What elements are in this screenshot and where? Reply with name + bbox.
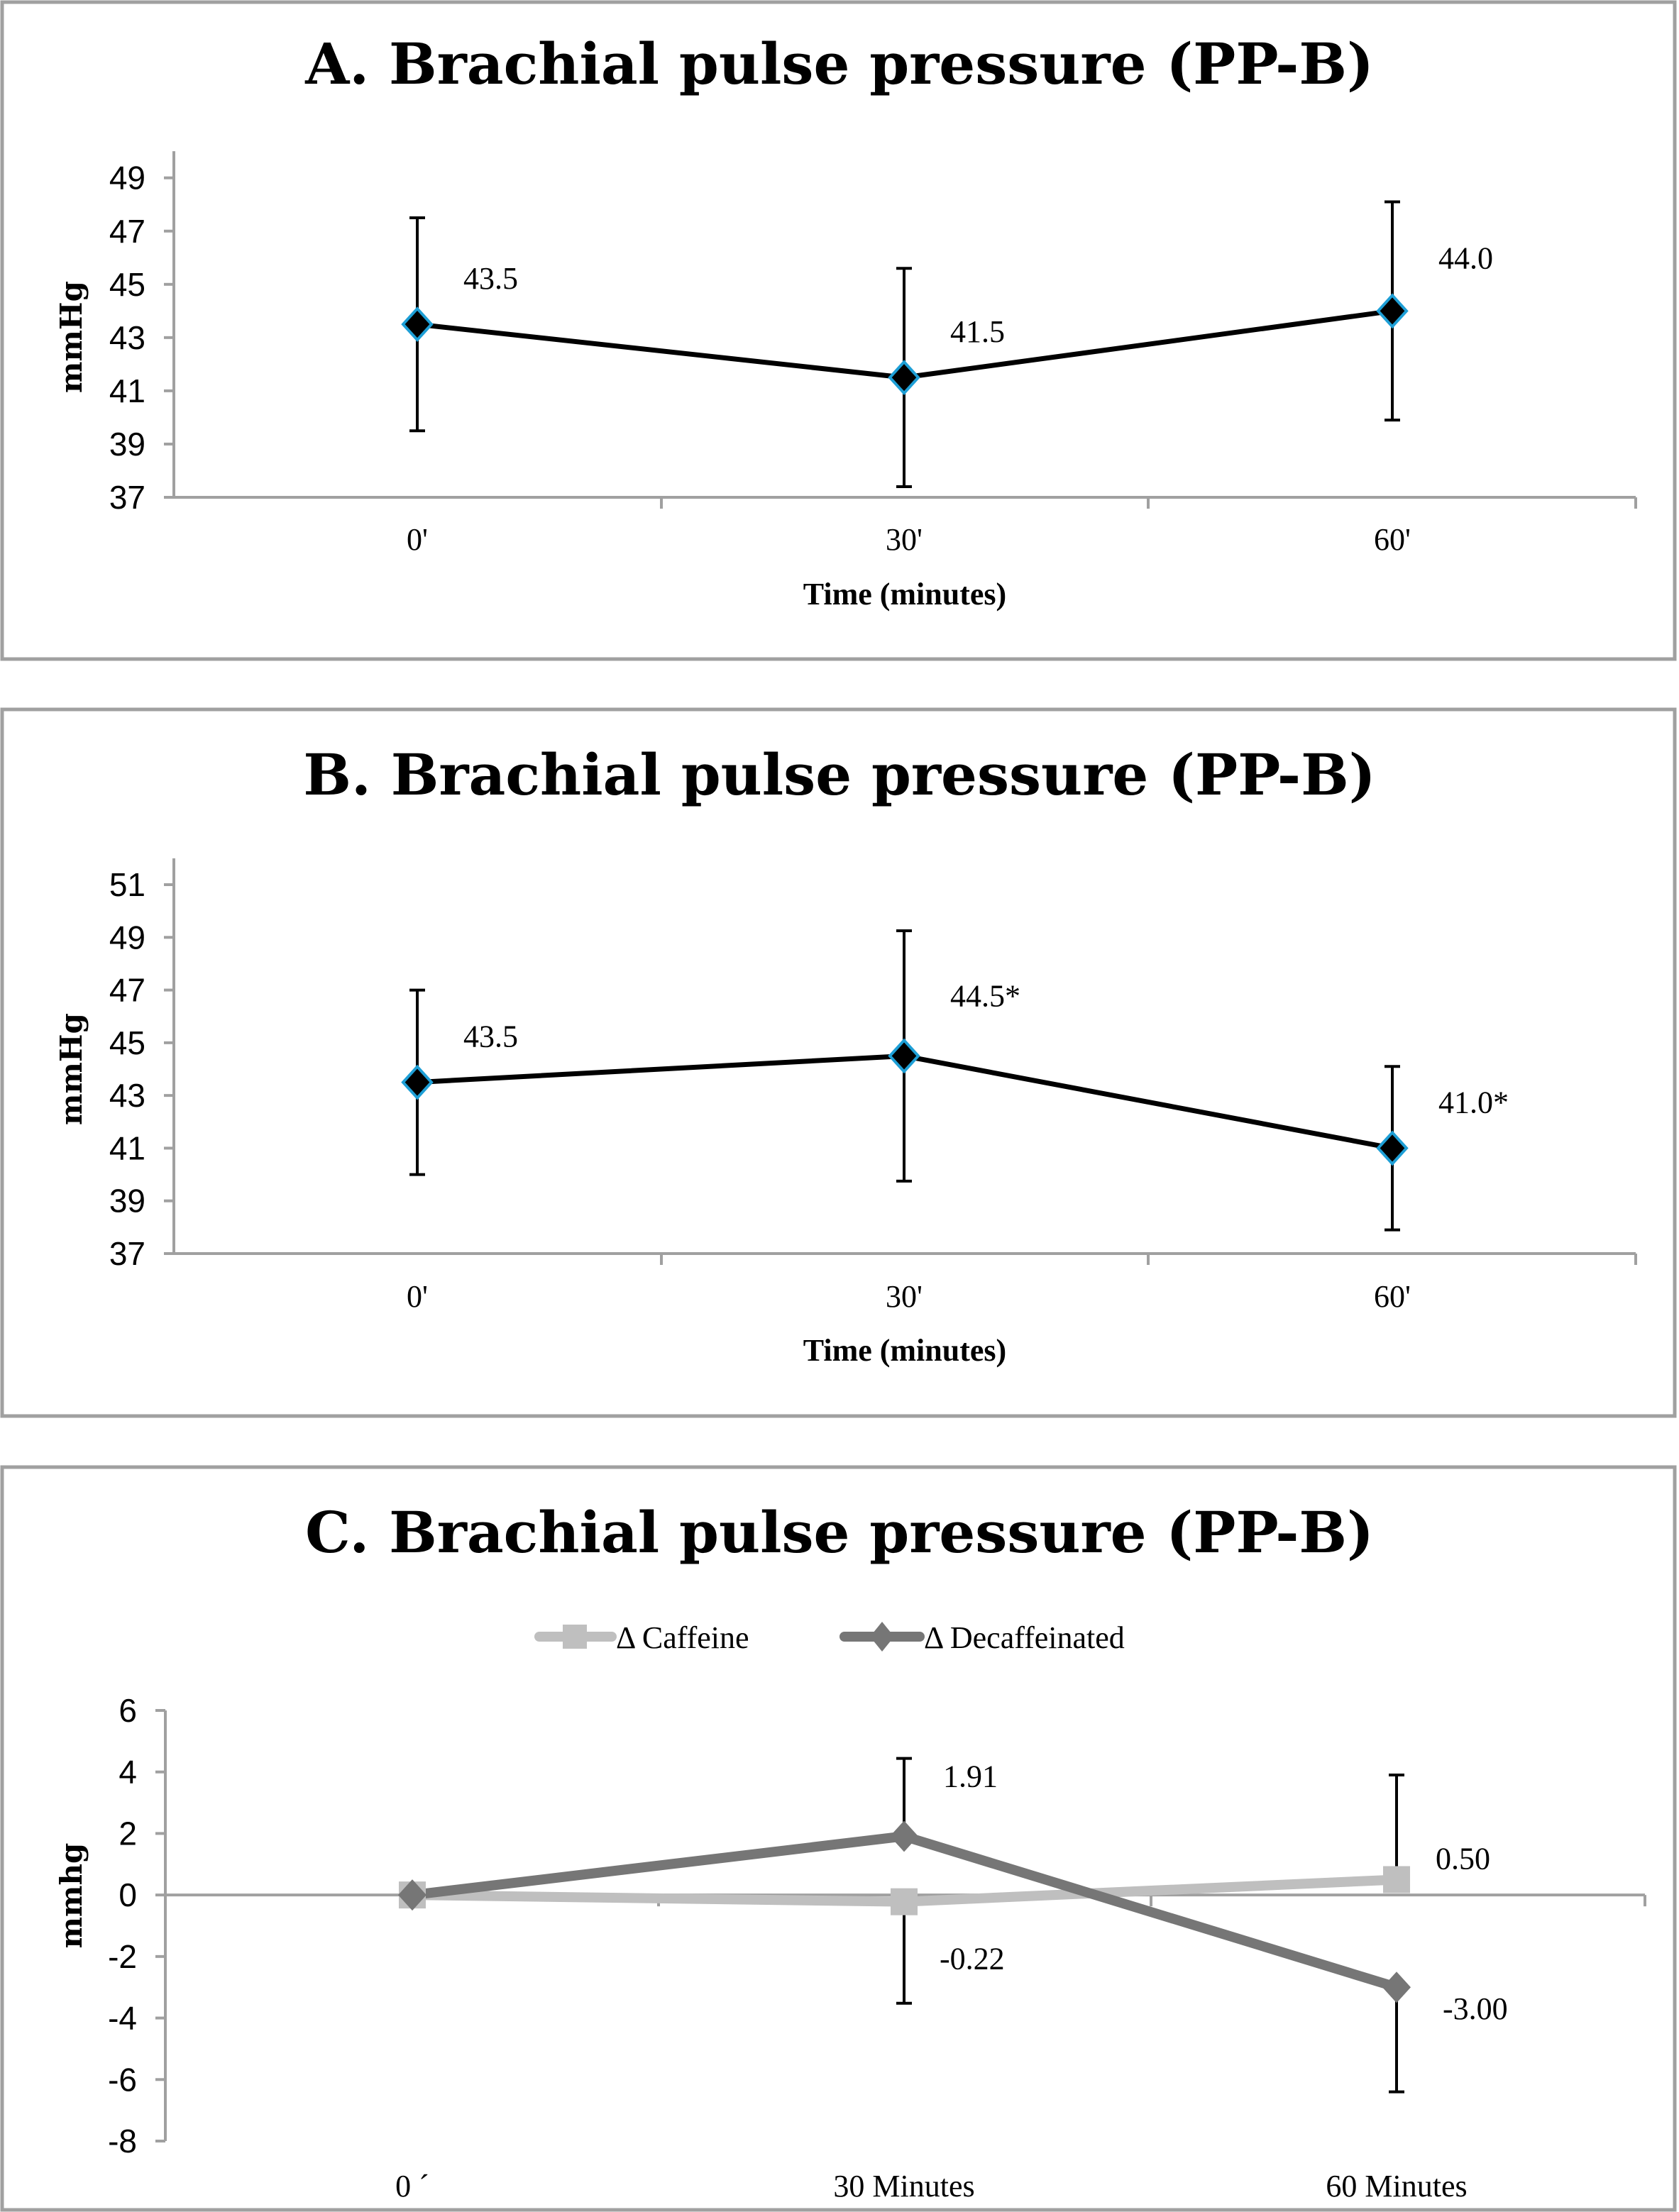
y-tick-label: 43 <box>109 319 145 356</box>
y-tick-label: 41 <box>109 1129 145 1166</box>
x-tick-label: 60 Minutes <box>1326 2169 1467 2203</box>
data-label: -3.00 <box>1443 1991 1508 2026</box>
x-tick-label: 0 ´ <box>395 2169 429 2203</box>
y-tick-label: 37 <box>109 1235 145 1272</box>
panel-a: A. Brachial pulse pressure (PP-B) mmHg T… <box>0 0 1677 661</box>
panel-b: B. Brachial pulse pressure (PP-B) mmHg T… <box>0 707 1677 1418</box>
y-tick-label: -6 <box>108 2061 137 2098</box>
y-tick-label: 43 <box>109 1077 145 1114</box>
y-tick-label: 0 <box>119 1876 137 1913</box>
data-point-diamond <box>1382 1972 1411 2003</box>
y-tick-label: 47 <box>109 213 145 250</box>
data-point-square <box>1383 1866 1410 1893</box>
data-point-diamond <box>398 1879 426 1911</box>
panel-b-marks: 43.5 44.5* 41.0* <box>401 929 1509 1232</box>
data-label: 43.5 <box>463 261 518 296</box>
legend-decaf-diamond-icon <box>870 1622 894 1652</box>
legend-decaf-label: Δ Decaffeinated <box>924 1620 1125 1655</box>
panel-b-title: B. Brachial pulse pressure (PP-B) <box>303 741 1375 808</box>
data-point-diamond <box>890 1820 918 1852</box>
data-label: 1.91 <box>943 1759 998 1793</box>
y-tick-label: -4 <box>108 2000 137 2037</box>
panel-a-y-axis-title: mmHg <box>54 281 89 393</box>
x-tick-label: 60' <box>1374 522 1411 557</box>
y-tick-label: 51 <box>109 866 145 903</box>
y-tick-label: 45 <box>109 266 145 303</box>
x-tick-label: 30' <box>886 1279 923 1314</box>
y-tick-label: 39 <box>109 1183 145 1220</box>
x-tick-label: 0' <box>407 522 428 557</box>
data-point-diamond <box>888 1038 920 1074</box>
panel-a-axes: 37 39 41 43 45 47 49 0' 30' 60' <box>109 151 1637 557</box>
panel-c: C. Brachial pulse pressure (PP-B) mmhg Δ… <box>0 1465 1677 2212</box>
y-tick-label: 6 <box>119 1692 137 1729</box>
data-point-diamond <box>401 306 434 343</box>
data-label: 44.5* <box>950 978 1020 1013</box>
y-tick-label: 37 <box>109 479 145 516</box>
y-tick-label: 2 <box>119 1815 137 1852</box>
y-tick-label: 41 <box>109 372 145 409</box>
data-point-diamond <box>1376 293 1409 329</box>
data-label: 41.0* <box>1438 1085 1509 1119</box>
panel-a-x-axis-title: Time (minutes) <box>803 577 1006 612</box>
panel-c-title: C. Brachial pulse pressure (PP-B) <box>305 1499 1374 1566</box>
panel-c-y-axis-title: mmhg <box>54 1843 89 1949</box>
x-tick-label: 60' <box>1374 1279 1411 1314</box>
panel-b-axes: 37 39 41 43 45 47 49 51 0' 30' 60' <box>109 858 1637 1314</box>
panel-b-y-axis-title: mmHg <box>54 1013 89 1125</box>
panel-c-frame <box>0 1465 1677 2212</box>
x-tick-label: 30' <box>886 522 923 557</box>
y-tick-label: 47 <box>109 972 145 1009</box>
data-point-diamond <box>1376 1130 1409 1166</box>
y-tick-label: 49 <box>109 160 145 197</box>
y-tick-label: 45 <box>109 1024 145 1061</box>
panel-a-marks: 43.5 41.5 44.0 <box>401 200 1493 488</box>
panel-b-x-axis-title: Time (minutes) <box>803 1333 1006 1368</box>
panel-a-frame <box>0 0 1677 661</box>
panel-c-axes: -8 -6 -4 -2 0 2 4 6 0 ´ 30 Minutes 60 Minutes <box>108 1692 1646 2203</box>
y-tick-label: -2 <box>108 1938 137 1975</box>
panel-c-marks: -0.22 0.50 1.91 -3.00 <box>398 1757 1508 2094</box>
legend-item-decaffeinated[interactable]: Δ Decaffeinated <box>840 1620 1125 1655</box>
y-tick-label: 49 <box>109 919 145 956</box>
data-label: 41.5 <box>950 314 1005 349</box>
panel-b-frame <box>0 707 1677 1418</box>
data-label: 43.5 <box>463 1019 518 1054</box>
data-point-diamond <box>888 360 920 396</box>
panel-a-title: A. Brachial pulse pressure (PP-B) <box>304 31 1374 97</box>
legend-caffeine-square-icon <box>563 1625 587 1649</box>
data-label: 44.0 <box>1438 240 1493 275</box>
panel-c-legend: Δ Caffeine Δ Decaffeinated <box>534 1620 1125 1655</box>
data-point-square <box>891 1888 918 1915</box>
x-tick-label: 0' <box>407 1279 428 1314</box>
data-point-diamond <box>401 1064 434 1100</box>
x-tick-label: 30 Minutes <box>833 2169 974 2203</box>
legend-caffeine-label: Δ Caffeine <box>616 1620 749 1655</box>
y-tick-label: 4 <box>119 1754 137 1791</box>
data-label: -0.22 <box>940 1942 1005 1976</box>
y-tick-label: -8 <box>108 2123 137 2160</box>
legend-item-caffeine[interactable]: Δ Caffeine <box>534 1620 749 1655</box>
y-tick-label: 39 <box>109 426 145 463</box>
data-label: 0.50 <box>1436 1841 1490 1876</box>
